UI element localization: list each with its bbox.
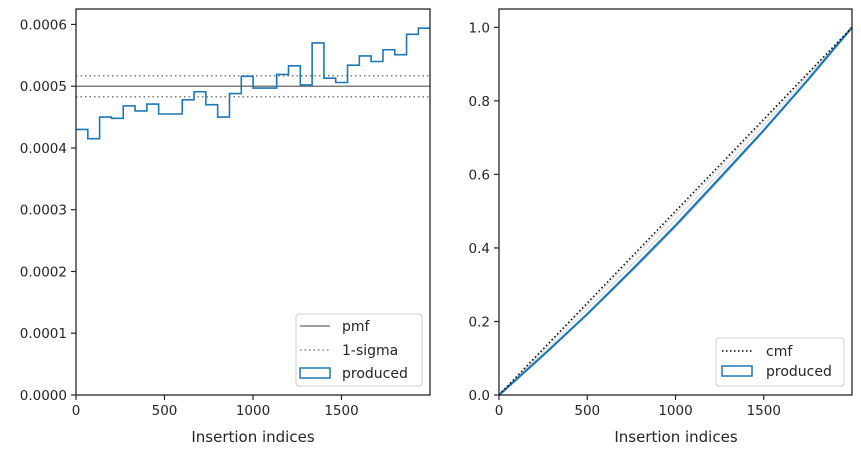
left-y-tick-label: 0.0006: [20, 17, 67, 33]
legend-pmf-label: pmf: [342, 319, 371, 335]
left-x-tick-label: 1500: [324, 403, 358, 419]
right-x-tick-label: 1500: [747, 403, 781, 419]
right-y-tick-label: 0.6: [469, 167, 490, 183]
left-y-tick-label: 0.0002: [20, 264, 67, 280]
pmf-panel: 0 500 1000 1500 0.0000 0.0001 0.0002 0.0003 0.00…: [20, 8, 431, 446]
legend-cmf-produced-label: produced: [766, 364, 832, 380]
cmf-plot-area: 0 500 1000 1500 0.0 0.2 0.4 0.6 0.8 1.0: [469, 8, 853, 419]
right-y-tick-label: 0.4: [469, 241, 490, 257]
produced-cmf-line: [498, 26, 853, 396]
left-x-tick-label: 1000: [236, 403, 270, 419]
pmf-plot-area: 0 500 1000 1500 0.0000 0.0001 0.0002 0.0003 0.00…: [20, 8, 431, 419]
realization-curve: [498, 27, 853, 396]
left-x-tick-label: 500: [152, 403, 178, 419]
right-y-tick-label: 0.8: [469, 94, 490, 110]
right-x-tick-label: 1000: [658, 403, 692, 419]
left-x-axis-label: Insertion indices: [191, 428, 314, 446]
left-y-tick-label: 0.0001: [20, 326, 67, 342]
cmf-legend-box: [715, 337, 845, 387]
left-axes-frame: [75, 8, 431, 396]
produced-step-line: [76, 27, 430, 140]
legend-cmf-label: cmf: [766, 344, 793, 360]
cmf-panel: 0 500 1000 1500 0.0 0.2 0.4 0.6 0.8 1.0 Insertion…: [469, 8, 853, 446]
right-y-tick-label: 0.2: [469, 314, 490, 330]
right-axes-frame: [498, 8, 853, 396]
legend-cmf-produced-swatch: [721, 365, 753, 377]
legend-sigma-label: 1-sigma: [342, 343, 398, 359]
left-y-tick-label: 0.0005: [20, 79, 67, 95]
cmf-line: [498, 26, 853, 396]
right-y-tick-label: 0.0: [469, 388, 490, 404]
pmf-legend: pmf 1-sigma produced: [295, 313, 423, 387]
left-y-tick-label: 0.0003: [20, 203, 67, 219]
cmf-legend: cmf produced: [715, 337, 845, 387]
left-y-tick-label: 0.0000: [20, 388, 67, 404]
left-x-tick-label: 0: [72, 403, 81, 419]
legend-produced-swatch: [299, 367, 331, 379]
legend-produced-label: produced: [342, 366, 408, 382]
left-y-tick-label: 0.0004: [20, 141, 67, 157]
realization-curve: [498, 27, 853, 396]
right-x-tick-label: 0: [495, 403, 504, 419]
right-x-axis-label: Insertion indices: [614, 428, 737, 446]
right-x-tick-label: 500: [574, 403, 600, 419]
right-y-tick-label: 1.0: [469, 20, 490, 36]
